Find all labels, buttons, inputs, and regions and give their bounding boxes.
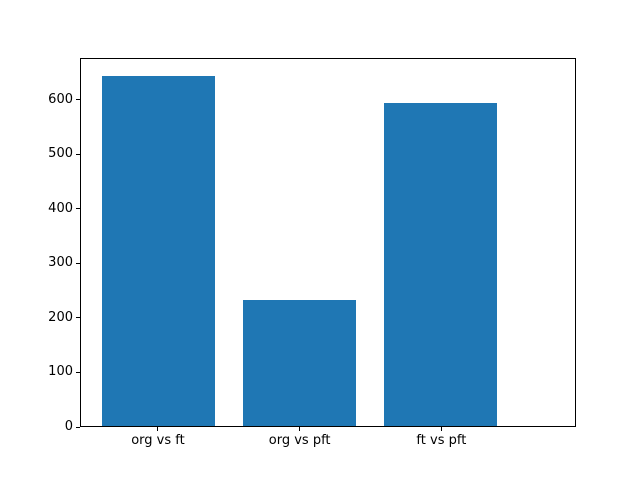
y-tick-mark xyxy=(76,153,80,155)
y-tick-label: 0 xyxy=(64,419,73,434)
y-tick-label: 600 xyxy=(48,91,73,107)
y-tick-mark xyxy=(76,262,80,264)
x-tick-label: ft vs pft xyxy=(416,433,467,448)
bar-org-vs-ft xyxy=(102,76,216,426)
x-tick-mark xyxy=(157,427,159,431)
y-tick-label: 500 xyxy=(48,146,73,162)
x-tick-label: org vs ft xyxy=(131,433,185,448)
y-tick-mark xyxy=(76,371,80,373)
y-tick-label: 400 xyxy=(48,200,73,216)
y-tick-mark xyxy=(76,426,80,428)
y-tick-mark xyxy=(76,208,80,210)
plot-area xyxy=(80,58,576,427)
y-tick-mark xyxy=(76,99,80,101)
y-tick-label: 200 xyxy=(48,309,73,325)
x-tick-mark xyxy=(440,427,442,431)
y-tick-label: 100 xyxy=(48,364,73,380)
y-tick-label: 300 xyxy=(48,255,73,271)
x-tick-mark xyxy=(299,427,301,431)
bar-ft-vs-pft xyxy=(384,102,498,426)
y-tick-mark xyxy=(76,317,80,319)
x-tick-label: org vs pft xyxy=(268,433,331,448)
bar-org-vs-pft xyxy=(243,299,357,426)
